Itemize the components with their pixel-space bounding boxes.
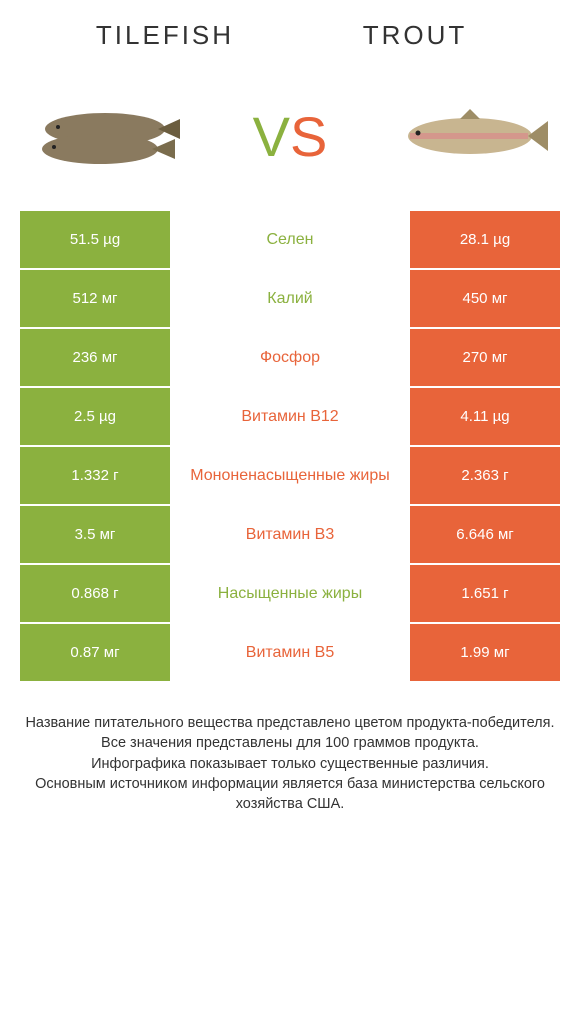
left-product-title: TILEFISH (40, 20, 290, 51)
right-value: 270 мг (410, 329, 560, 386)
left-value: 3.5 мг (20, 506, 170, 563)
vs-s-letter: S (290, 104, 327, 169)
nutrient-label: Витамин B5 (170, 624, 410, 681)
table-row: 3.5 мгВитамин B36.646 мг (20, 506, 560, 563)
nutrient-label: Витамин B12 (170, 388, 410, 445)
left-value: 0.87 мг (20, 624, 170, 681)
footer-line-1: Название питательного вещества представл… (20, 713, 560, 733)
right-value: 28.1 µg (410, 211, 560, 268)
left-value: 2.5 µg (20, 388, 170, 445)
table-row: 0.87 мгВитамин B51.99 мг (20, 624, 560, 681)
table-row: 512 мгКалий450 мг (20, 270, 560, 327)
right-value: 2.363 г (410, 447, 560, 504)
right-value: 6.646 мг (410, 506, 560, 563)
right-value: 4.11 µg (410, 388, 560, 445)
right-value: 450 мг (410, 270, 560, 327)
vs-row: VS (0, 61, 580, 211)
nutrient-label: Витамин B3 (170, 506, 410, 563)
tilefish-image (30, 91, 190, 181)
infographic-container: TILEFISH TROUT VS 51 (0, 0, 580, 1024)
left-value: 0.868 г (20, 565, 170, 622)
footer-line-2: Все значения представлены для 100 граммо… (20, 733, 560, 753)
right-value: 1.651 г (410, 565, 560, 622)
left-value: 236 мг (20, 329, 170, 386)
table-row: 236 мгФосфор270 мг (20, 329, 560, 386)
footer-line-3: Инфографика показывает только существенн… (20, 754, 560, 774)
nutrient-label: Калий (170, 270, 410, 327)
footer-note: Название питательного вещества представл… (0, 683, 580, 834)
right-product-title: TROUT (290, 20, 540, 51)
right-value: 1.99 мг (410, 624, 560, 681)
left-value: 51.5 µg (20, 211, 170, 268)
table-row: 2.5 µgВитамин B124.11 µg (20, 388, 560, 445)
nutrient-label: Мононенасыщенные жиры (170, 447, 410, 504)
vs-v-letter: V (253, 104, 290, 169)
table-row: 1.332 гМононенасыщенные жиры2.363 г (20, 447, 560, 504)
header-row: TILEFISH TROUT (0, 0, 580, 61)
left-value: 1.332 г (20, 447, 170, 504)
vs-label: VS (253, 104, 328, 169)
footer-line-4: Основным источником информации является … (20, 774, 560, 815)
nutrient-label: Фосфор (170, 329, 410, 386)
nutrient-label: Насыщенные жиры (170, 565, 410, 622)
trout-image (390, 91, 550, 181)
table-row: 0.868 гНасыщенные жиры1.651 г (20, 565, 560, 622)
left-value: 512 мг (20, 270, 170, 327)
nutrient-label: Селен (170, 211, 410, 268)
table-row: 51.5 µgСелен28.1 µg (20, 211, 560, 268)
nutrient-table: 51.5 µgСелен28.1 µg512 мгКалий450 мг236 … (0, 211, 580, 683)
